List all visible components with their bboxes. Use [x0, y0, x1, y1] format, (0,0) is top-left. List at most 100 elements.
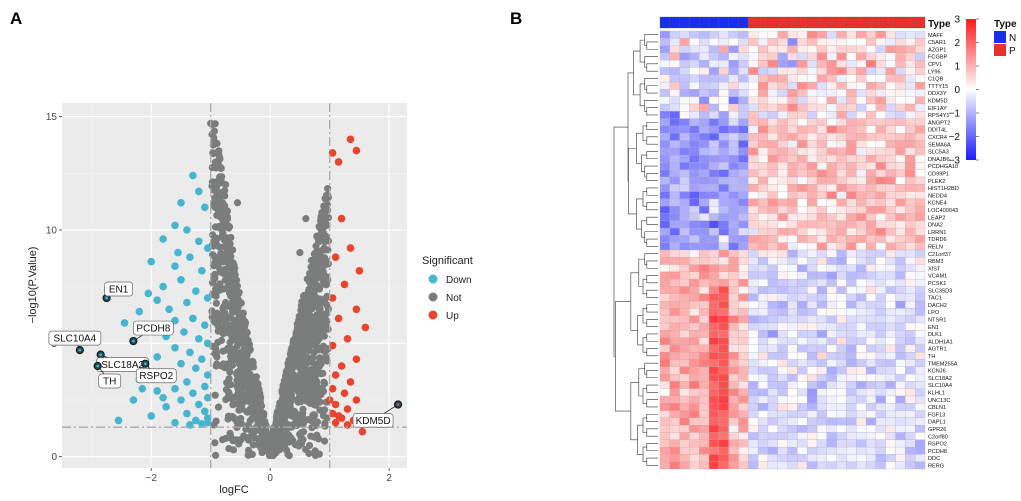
heatmap-cell [797, 300, 808, 309]
point-down [177, 199, 185, 207]
heatmap-cell [856, 432, 867, 440]
heatmap-cell [669, 315, 680, 324]
heatmap-cell [767, 381, 778, 389]
heatmap-cell [895, 279, 906, 287]
heatmap-cell [689, 67, 700, 75]
heatmap-cell [659, 38, 670, 46]
heatmap-cell [826, 45, 837, 54]
heatmap-cell [758, 162, 769, 170]
dendrogram-branch [637, 315, 643, 346]
heatmap-cell [748, 118, 759, 127]
heatmap-cell [689, 227, 700, 236]
point-not [297, 328, 305, 336]
heatmap-cell [767, 293, 778, 302]
heatmap-cell [777, 446, 788, 455]
heatmap-cell [758, 45, 769, 54]
point-not [213, 211, 221, 219]
point-not [307, 263, 315, 271]
point-not [275, 446, 283, 454]
volcano-plot: −202051015 EN1SLC10A4PCDH8SLC18A2THRSPO2… [27, 103, 407, 496]
heatmap-cell [905, 67, 916, 75]
heatmap-cell [807, 454, 818, 462]
heatmap-cell [748, 227, 759, 236]
heatmap-cell [807, 118, 818, 127]
heatmap-cell [689, 410, 700, 419]
heatmap-cell [708, 213, 720, 221]
heatmap-cell [689, 322, 700, 331]
heatmap-cell [807, 184, 818, 192]
heatmap-cell [856, 38, 867, 46]
point-not [319, 227, 327, 235]
heatmap-cell [689, 249, 700, 258]
heatmap-cell [875, 67, 886, 75]
heatmap-cell [885, 395, 896, 404]
heatmap-cell [797, 403, 808, 411]
heatmap-cell [699, 220, 710, 229]
heatmap-cell [748, 439, 759, 448]
point-not [312, 421, 320, 430]
heatmap-cell [767, 235, 778, 243]
heatmap-cell [807, 417, 818, 426]
heatmap-cell [826, 30, 837, 39]
heatmap-cell [679, 381, 690, 389]
heatmap-cell [669, 439, 680, 448]
heatmap-cell [708, 52, 720, 61]
heatmap-cell [816, 89, 827, 97]
heatmap-cell [728, 125, 739, 134]
heatmap-cell [689, 242, 700, 251]
point-not [226, 368, 234, 376]
heatmap-cell [748, 176, 759, 185]
heatmap-cell [797, 227, 808, 236]
heatmap-cell [699, 191, 710, 200]
heatmap-cell [915, 38, 926, 46]
heatmap-cell [659, 96, 670, 105]
point-up [352, 396, 361, 404]
annotation-cell-n [659, 16, 670, 29]
heatmap-cell [689, 315, 700, 324]
heatmap-cell [669, 67, 680, 75]
heatmap-cell [816, 286, 827, 294]
heatmap-cell [699, 198, 710, 207]
heatmap-cell [708, 417, 720, 426]
gene-label: DACH2 [928, 303, 947, 309]
heatmap-cell [728, 169, 739, 178]
heatmap-cell [767, 425, 778, 433]
dendrogram-branch [646, 413, 658, 422]
heatmap-cell [905, 133, 916, 141]
heatmap-cell [777, 74, 788, 83]
heatmap-cell [807, 52, 818, 61]
heatmap-cell [905, 425, 916, 433]
heatmap-cell [846, 461, 857, 470]
point-up [331, 253, 340, 261]
heatmap-cell [659, 337, 670, 346]
heatmap-cell [758, 81, 769, 90]
heatmap-cell [885, 403, 896, 411]
point-not [298, 310, 306, 318]
heatmap-cell [787, 125, 798, 134]
heatmap-cell [915, 425, 926, 433]
heatmap-cell [856, 184, 867, 192]
heatmap-cell [748, 213, 759, 221]
heatmap-cell [689, 184, 700, 192]
heatmap-cell [679, 322, 690, 331]
heatmap-cell [679, 257, 690, 265]
heatmap-cell [816, 125, 827, 134]
heatmap-cell [748, 446, 759, 455]
heatmap-cell [718, 410, 729, 419]
heatmap-cell [787, 133, 798, 141]
point-not [240, 381, 248, 389]
point-down [183, 298, 191, 307]
heatmap-cell [856, 293, 867, 302]
heatmap-cell [708, 67, 720, 75]
heatmap-cell [807, 337, 818, 346]
heatmap-cell [728, 103, 739, 112]
point-down [183, 378, 191, 386]
heatmap-cell [895, 213, 906, 221]
heatmap-cell [915, 81, 926, 90]
heatmap-cell [777, 38, 788, 46]
heatmap-cell [718, 147, 729, 156]
point-not [233, 368, 241, 376]
heatmap-cell [865, 395, 877, 404]
heatmap-cell [767, 344, 778, 353]
heatmap-cell [885, 89, 896, 97]
